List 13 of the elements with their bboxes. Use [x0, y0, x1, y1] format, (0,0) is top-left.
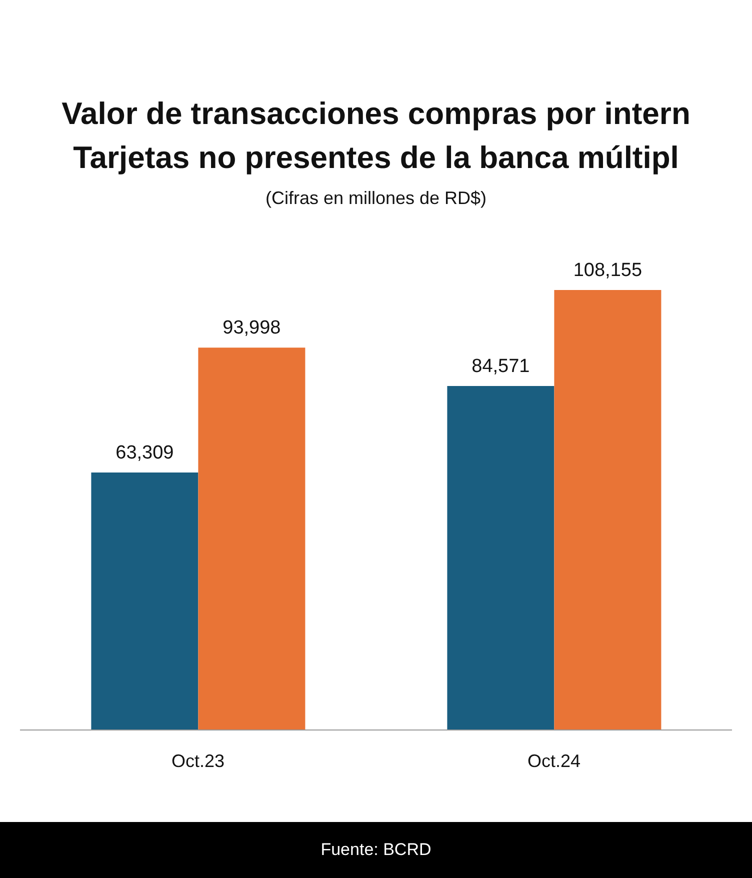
x-tick-label: Oct.23: [171, 750, 225, 771]
bar: [91, 472, 198, 730]
data-label: 84,571: [472, 356, 530, 377]
data-label: 93,998: [222, 318, 281, 339]
bar: [554, 290, 662, 730]
chart-subtitle: (Cifras en millones de RD$): [264, 188, 488, 209]
source-note: Fuente: BCRD: [320, 840, 432, 860]
chart-title: Valor de transacciones compras por intern Tarjetas no presentes de la banca múltipl: [60, 95, 692, 177]
data-label: 63,309: [116, 442, 174, 464]
bar: [198, 348, 306, 730]
data-label: 108,155: [573, 260, 642, 281]
bar: [447, 386, 554, 730]
x-tick-label: Oct.24: [527, 750, 581, 771]
